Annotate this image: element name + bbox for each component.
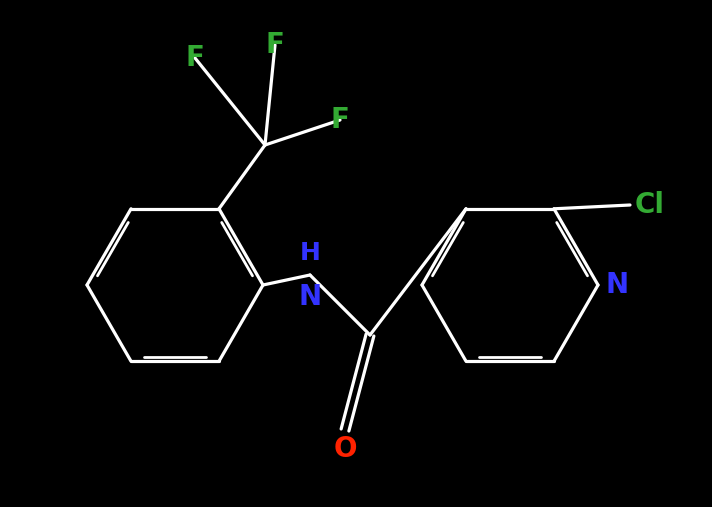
Text: N: N [298, 283, 322, 311]
Text: Cl: Cl [635, 191, 665, 219]
Text: F: F [330, 106, 350, 134]
Text: N: N [606, 271, 629, 299]
Text: H: H [300, 241, 320, 265]
Text: F: F [266, 31, 284, 59]
Text: O: O [333, 435, 357, 463]
Text: F: F [186, 44, 204, 72]
